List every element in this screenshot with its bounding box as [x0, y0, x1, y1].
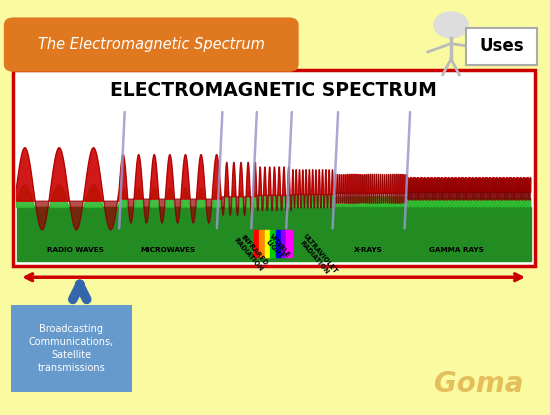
FancyBboxPatch shape — [466, 28, 537, 65]
Bar — [281, 230, 286, 257]
Bar — [265, 230, 270, 257]
FancyBboxPatch shape — [13, 70, 535, 266]
Text: Broadcasting
Communications,
Satellite
transmissions: Broadcasting Communications, Satellite t… — [29, 324, 114, 374]
Bar — [270, 230, 276, 257]
Ellipse shape — [434, 76, 484, 83]
Text: Goma: Goma — [434, 370, 523, 398]
Circle shape — [433, 12, 469, 38]
Text: X-RAYS: X-RAYS — [354, 247, 383, 253]
Text: RADIO WAVES: RADIO WAVES — [47, 247, 104, 253]
Bar — [286, 230, 292, 257]
Bar — [260, 230, 265, 257]
Text: ELECTROMAGNETIC SPECTRUM: ELECTROMAGNETIC SPECTRUM — [110, 81, 437, 100]
Text: VISIBLE
LIGHT: VISIBLE LIGHT — [263, 232, 291, 263]
Bar — [254, 230, 260, 257]
Bar — [16, 208, 531, 261]
Text: INFRARED
RADIATION: INFRARED RADIATION — [233, 232, 270, 273]
Bar — [276, 230, 281, 257]
Text: Uses: Uses — [479, 37, 524, 56]
Text: The Electromagnetic Spectrum: The Electromagnetic Spectrum — [38, 37, 265, 52]
FancyBboxPatch shape — [4, 17, 299, 72]
Text: MICROWAVES: MICROWAVES — [141, 247, 196, 253]
Text: GAMMA RAYS: GAMMA RAYS — [429, 247, 483, 253]
FancyBboxPatch shape — [11, 305, 132, 392]
Text: ULTRAVIOLET
RADIATION: ULTRAVIOLET RADIATION — [296, 232, 338, 279]
